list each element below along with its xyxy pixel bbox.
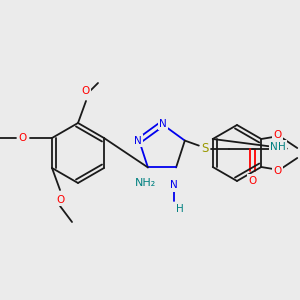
Text: N: N	[134, 136, 142, 146]
Text: O: O	[273, 130, 281, 140]
Text: NH₂: NH₂	[135, 178, 157, 188]
Text: N: N	[270, 142, 278, 152]
Text: N: N	[159, 119, 167, 129]
Text: O: O	[273, 166, 281, 176]
Text: S: S	[201, 142, 208, 155]
Text: H: H	[278, 142, 286, 152]
Text: N: N	[170, 180, 178, 190]
Text: H: H	[176, 204, 184, 214]
Text: O: O	[82, 86, 90, 96]
Text: O: O	[249, 176, 257, 186]
Text: O: O	[56, 195, 64, 205]
Text: O: O	[18, 133, 26, 143]
